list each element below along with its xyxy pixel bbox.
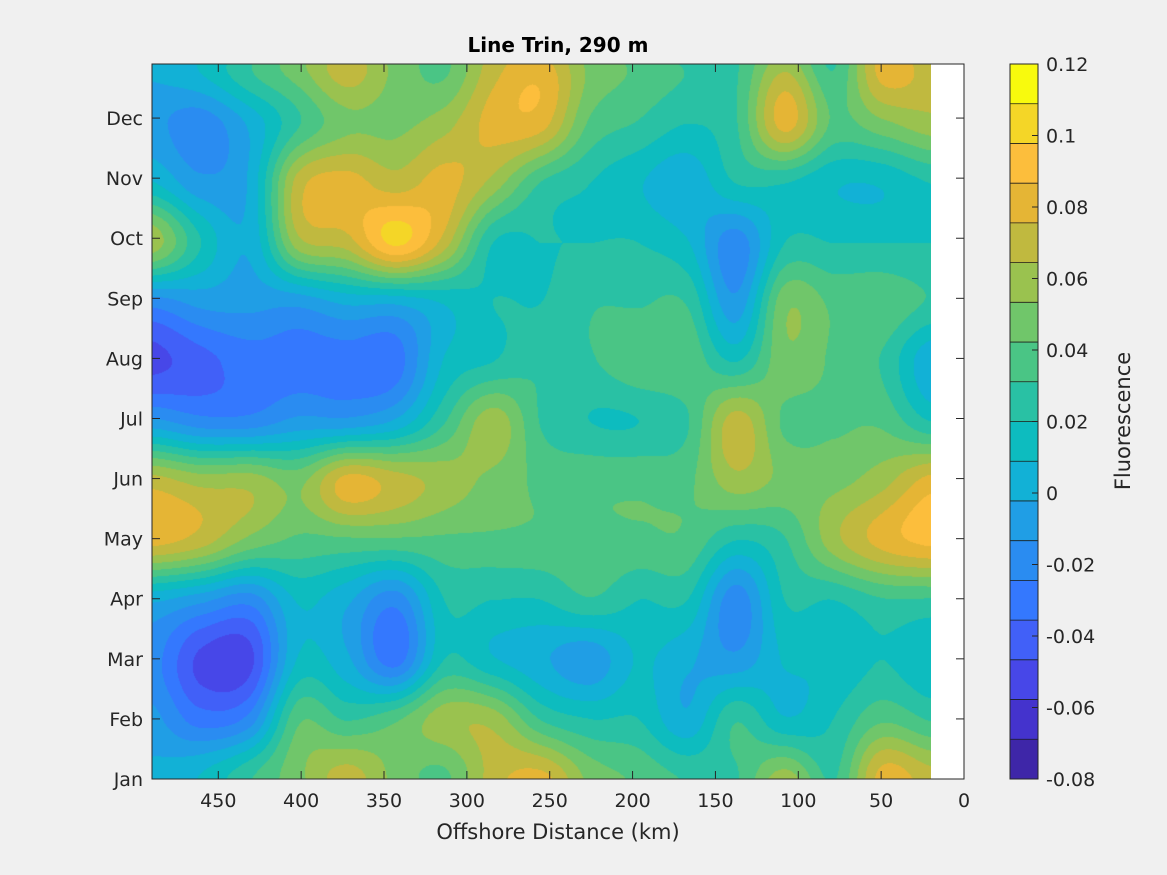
colorbar-tick-label: -0.08 (1046, 769, 1095, 791)
x-tick-label: 350 (366, 790, 402, 812)
colorbar-segment (1010, 461, 1038, 502)
colorbar-tick-label: -0.04 (1046, 626, 1095, 648)
y-tick-label: Apr (110, 589, 143, 611)
colorbar-segment (1010, 580, 1038, 621)
colorbar-tick-label: 0.04 (1046, 340, 1088, 362)
colorbar-segment (1010, 381, 1038, 422)
colorbar-tick-label: -0.02 (1046, 555, 1095, 577)
y-axis-ticks: Jan Feb Mar Apr May Jun Jul Aug Sep Oct Nov Dec (104, 108, 964, 791)
colorbar-segment (1010, 421, 1038, 462)
y-tick-label: Nov (106, 168, 143, 190)
colorbar-segment (1010, 739, 1038, 780)
x-tick-label: 450 (200, 790, 236, 812)
colorbar-segment (1010, 699, 1038, 740)
x-tick-label: 250 (532, 790, 568, 812)
x-axis-ticks: 450 400 350 300 250 200 150 100 50 0 (200, 64, 970, 812)
chart-title: Line Trin, 290 m (468, 33, 649, 57)
y-tick-label: Mar (107, 649, 143, 671)
colorbar-segment (1010, 103, 1038, 144)
colorbar-tick-label: 0.08 (1046, 197, 1088, 219)
colorbar-segment (1010, 659, 1038, 701)
x-tick-label: 150 (697, 790, 733, 812)
x-tick-label: 300 (449, 790, 485, 812)
x-tick-label: 0 (958, 790, 970, 812)
colorbar-segment (1010, 500, 1038, 542)
colorbar-label: Fluorescence (1111, 352, 1135, 490)
y-tick-label: Jan (113, 769, 143, 791)
colorbar-segment (1010, 540, 1038, 581)
x-axis-label: Offshore Distance (km) (436, 820, 679, 844)
colorbar-segment (1010, 302, 1038, 343)
y-tick-label: Sep (107, 288, 143, 310)
x-tick-label: 50 (869, 790, 893, 812)
colorbar-segment (1010, 342, 1038, 383)
contour-field-image (152, 64, 931, 779)
colorbar-tick-label: 0.12 (1046, 54, 1088, 76)
x-tick-label: 100 (780, 790, 816, 812)
colorbar-segment (1010, 183, 1038, 224)
colorbar: -0.08 -0.06 -0.04 -0.02 0 0.02 0.04 0.06 0.08 0.1… (1009, 54, 1095, 791)
colorbar-tick-label: 0.1 (1046, 126, 1076, 148)
colorbar-tick-label: -0.06 (1046, 698, 1095, 720)
plot-area-frame (151, 63, 965, 780)
colorbar-tick-label: 0.02 (1046, 412, 1088, 434)
x-tick-label: 200 (614, 790, 650, 812)
y-tick-label: Dec (106, 108, 143, 130)
y-tick-label: Aug (106, 348, 143, 370)
colorbar-tick-label: 0.06 (1046, 269, 1088, 291)
colorbar-segment (1010, 222, 1038, 264)
y-tick-label: Feb (109, 709, 143, 731)
colorbar-tick-label: 0 (1046, 483, 1058, 505)
y-tick-label: Jul (119, 408, 143, 430)
colorbar-segment (1010, 620, 1038, 661)
y-tick-label: May (104, 529, 143, 551)
colorbar-segment (1010, 143, 1038, 184)
colorbar-segment (1010, 64, 1038, 105)
y-tick-label: Jun (112, 469, 143, 491)
colorbar-segment (1010, 262, 1038, 303)
y-tick-label: Oct (110, 228, 143, 250)
x-tick-label: 400 (283, 790, 319, 812)
